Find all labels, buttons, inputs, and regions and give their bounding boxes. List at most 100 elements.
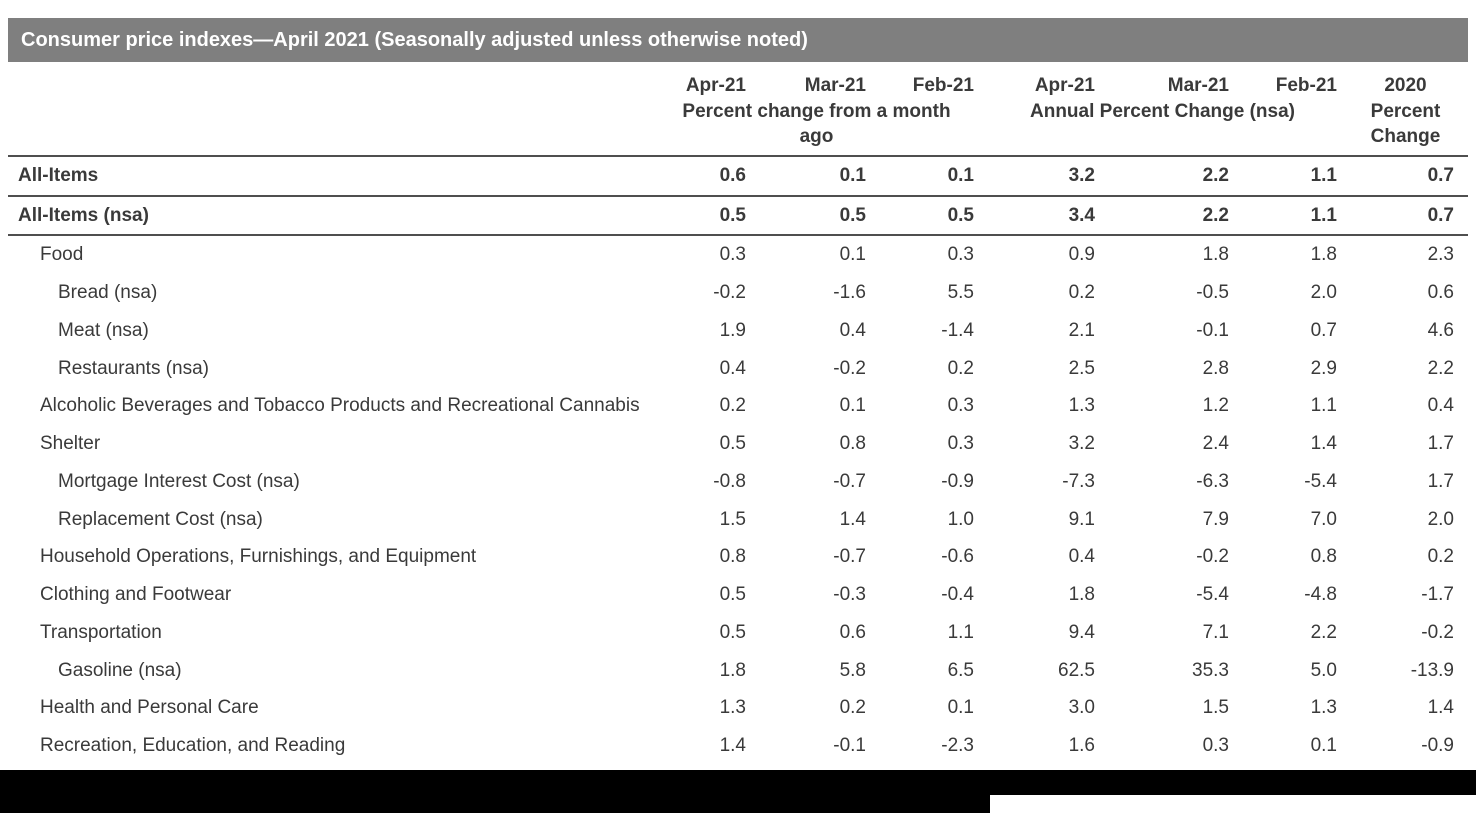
cell-value: 0.7 xyxy=(1351,155,1468,197)
cell-value: 2.2 xyxy=(1427,357,1454,379)
cell-value: 5.0 xyxy=(1310,659,1337,681)
cell-value: 0.3 xyxy=(947,433,974,455)
cell-value: 3.2 xyxy=(988,155,1109,197)
cell-value: 0.6 xyxy=(659,155,760,197)
column-group-header: Annual Percent Change (nsa) xyxy=(988,98,1351,157)
column-header: 2020 xyxy=(1384,75,1427,96)
table-row: Gasoline (nsa) 1.8 5.8 6.5 62.5 35.3 5.0 -13.9 xyxy=(8,652,1468,690)
table-row: Shelter 0.5 0.8 0.3 3.2 2.4 1.4 1.7 xyxy=(8,425,1468,463)
cell-value: 1.2 xyxy=(1202,395,1229,417)
cell-value: 1.8 xyxy=(719,659,746,681)
row-label: Household Operations, Furnishings, and E… xyxy=(40,546,477,568)
cell-value: -0.8 xyxy=(713,470,746,492)
cell-value: 0.3 xyxy=(719,244,746,266)
cell-value: 0.5 xyxy=(880,195,988,237)
cell-value: 0.4 xyxy=(1427,395,1454,417)
cell-value: 1.1 xyxy=(947,621,974,643)
cell-value: 2.1 xyxy=(1068,319,1095,341)
cell-value: 0.2 xyxy=(839,697,866,719)
cell-value: -0.2 xyxy=(1196,546,1229,568)
cell-value: 62.5 xyxy=(1058,659,1095,681)
cell-value: 0.1 xyxy=(880,155,988,197)
cell-value: 3.0 xyxy=(1068,697,1095,719)
table-body: All-Items 0.6 0.1 0.1 3.2 2.2 1.1 0.7 All-Items … xyxy=(8,155,1468,765)
cell-value: 0.1 xyxy=(839,244,866,266)
table-row: All-Items 0.6 0.1 0.1 3.2 2.2 1.1 0.7 xyxy=(8,155,1468,197)
cell-value: 7.0 xyxy=(1310,508,1337,530)
cell-value: 1.8 xyxy=(1068,584,1095,606)
row-label: Food xyxy=(40,244,84,266)
cell-value: -5.4 xyxy=(1196,584,1229,606)
cell-value: 5.8 xyxy=(839,659,866,681)
cell-value: 0.5 xyxy=(719,584,746,606)
cell-value: 0.1 xyxy=(1310,735,1337,757)
cell-value: 0.6 xyxy=(1427,282,1454,304)
cpi-table: Apr-21 Mar-21 Feb-21 Apr-21 Mar-21 Feb-2… xyxy=(8,62,1468,765)
cell-value: 1.8 xyxy=(1202,244,1229,266)
cell-value: 0.4 xyxy=(1068,546,1095,568)
table-row: Transportation 0.5 0.6 1.1 9.4 7.1 2.2 -0.2 xyxy=(8,614,1468,652)
row-label: Restaurants (nsa) xyxy=(58,357,210,379)
row-label: Clothing and Footwear xyxy=(40,584,232,606)
empty-header-cell xyxy=(8,62,659,99)
cell-value: 0.3 xyxy=(1202,735,1229,757)
cell-value: 1.3 xyxy=(719,697,746,719)
cell-value: -0.4 xyxy=(941,584,974,606)
table-row: Recreation, Education, and Reading 1.4 -0.… xyxy=(8,727,1468,765)
group-label-2020-change: Percent Change xyxy=(1370,100,1441,148)
cell-value: 0.8 xyxy=(1310,546,1337,568)
cell-value: 0.4 xyxy=(719,357,746,379)
cell-value: 1.5 xyxy=(1202,697,1229,719)
row-label: All-Items (nsa) xyxy=(8,195,659,237)
cell-value: 1.4 xyxy=(839,508,866,530)
cell-value: -0.9 xyxy=(941,470,974,492)
cell-value: 0.8 xyxy=(719,546,746,568)
row-label: Gasoline (nsa) xyxy=(58,659,182,681)
cell-value: 1.7 xyxy=(1427,470,1454,492)
cell-value: -2.3 xyxy=(941,735,974,757)
cell-value: -13.9 xyxy=(1410,659,1454,681)
cell-value: 2.0 xyxy=(1310,282,1337,304)
column-header: Apr-21 xyxy=(1034,75,1095,96)
cell-value: 0.1 xyxy=(760,155,880,197)
table-row: All-Items (nsa) 0.5 0.5 0.5 3.4 2.2 1.1 0.7 xyxy=(8,195,1468,237)
table-row: Bread (nsa) -0.2 -1.6 5.5 0.2 -0.5 2.0 0.6 xyxy=(8,274,1468,312)
table-row: Mortgage Interest Cost (nsa) -0.8 -0.7 -0.9… xyxy=(8,463,1468,501)
cell-value: 0.1 xyxy=(947,697,974,719)
cell-value: 1.4 xyxy=(1310,433,1337,455)
cell-value: 1.3 xyxy=(1310,697,1337,719)
row-label: Replacement Cost (nsa) xyxy=(58,508,263,530)
column-header-row: Apr-21 Mar-21 Feb-21 Apr-21 Mar-21 Feb-2… xyxy=(8,62,1468,99)
cell-value: 0.4 xyxy=(839,319,866,341)
table-row: Household Operations, Furnishings, and E… xyxy=(8,538,1468,576)
cell-value: 1.5 xyxy=(719,508,746,530)
cell-value: 0.7 xyxy=(1310,319,1337,341)
cell-value: 0.9 xyxy=(1068,244,1095,266)
cell-value: -0.3 xyxy=(833,584,866,606)
row-label: Alcoholic Beverages and Tobacco Products… xyxy=(40,395,640,417)
cell-value: 1.4 xyxy=(719,735,746,757)
row-label: Health and Personal Care xyxy=(40,697,259,719)
table-title: Consumer price indexes—April 2021 (Seaso… xyxy=(21,28,808,51)
cell-value: 1.3 xyxy=(1068,395,1095,417)
cell-value: 2.5 xyxy=(1068,357,1095,379)
cell-value: 1.7 xyxy=(1427,433,1454,455)
cell-value: -1.4 xyxy=(941,319,974,341)
cell-value: 1.8 xyxy=(1310,244,1337,266)
cell-value: -0.7 xyxy=(833,546,866,568)
cell-value: -0.7 xyxy=(833,470,866,492)
cell-value: 2.4 xyxy=(1202,433,1229,455)
column-header: Apr-21 xyxy=(685,75,746,96)
cell-value: 4.6 xyxy=(1427,319,1454,341)
cell-value: 7.1 xyxy=(1202,621,1229,643)
cell-value: 3.4 xyxy=(988,195,1109,237)
cell-value: 1.0 xyxy=(947,508,974,530)
cell-value: 0.5 xyxy=(719,621,746,643)
cell-value: 0.2 xyxy=(1427,546,1454,568)
cell-value: 0.8 xyxy=(839,433,866,455)
table-row: Food 0.3 0.1 0.3 0.9 1.8 1.8 2.3 xyxy=(8,235,1468,274)
cell-value: 0.2 xyxy=(947,357,974,379)
cell-value: 6.5 xyxy=(947,659,974,681)
cell-value: 9.4 xyxy=(1068,621,1095,643)
